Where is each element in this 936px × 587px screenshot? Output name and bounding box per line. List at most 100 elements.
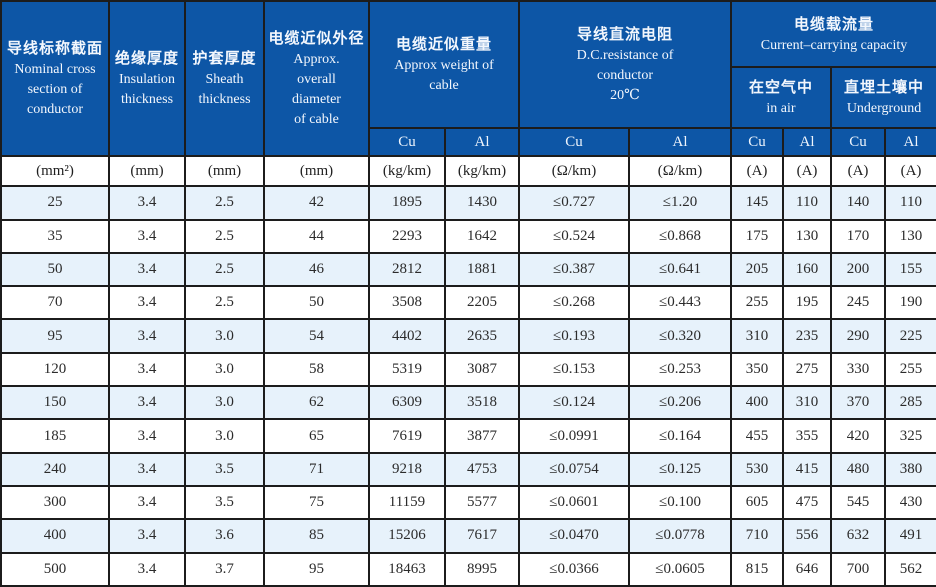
unit-cell: (Ω/km) [628, 154, 732, 188]
header-nominal-cross-section: 导线标称截面 Nominal cross section of conducto… [0, 0, 110, 157]
cell: 605 [730, 484, 784, 521]
units-row: (mm²) (mm) (mm) (mm) (kg/km) (kg/km) (Ω/… [0, 154, 936, 188]
cell: 3877 [444, 418, 520, 454]
cell: 85 [263, 518, 370, 554]
cell: ≤0.206 [628, 385, 732, 421]
cell: ≤0.0470 [518, 518, 630, 554]
cell: 3.4 [108, 285, 186, 321]
cell: 3.4 [108, 418, 186, 454]
table-row: 70 3.4 2.5 50 3508 2205 ≤0.268 ≤0.443 255 195 245 1… [0, 285, 936, 321]
header-sheath-en: Sheath thickness [198, 72, 251, 107]
cell: 3.0 [184, 385, 265, 421]
cell: 350 [730, 351, 784, 388]
unit-cell: (kg/km) [368, 154, 446, 188]
cell: 11159 [368, 484, 446, 521]
header-capacity-en: Current–carrying capacity [760, 37, 908, 53]
cell: 195 [782, 285, 832, 321]
cell: 235 [782, 318, 832, 354]
cell: 3.4 [108, 484, 186, 521]
cell: 255 [730, 285, 784, 321]
cell: 3.5 [184, 451, 265, 487]
cell: 415 [782, 451, 832, 487]
cell: 120 [0, 351, 110, 388]
cell: ≤0.0754 [518, 451, 630, 487]
table-body: 25 3.4 2.5 42 1895 1430 ≤0.727 ≤1.20 145 110 140 11… [0, 185, 936, 587]
header-diameter-en: Approx. overall diameter of cable [292, 52, 341, 127]
cell: 9218 [368, 451, 446, 487]
cell: 2635 [444, 318, 520, 354]
cell: 65 [263, 418, 370, 454]
table-row: 500 3.4 3.7 95 18463 8995 ≤0.0366 ≤0.0605 815 646… [0, 551, 936, 587]
header-underground-zh: 直埋土壤中 [844, 78, 925, 96]
cell: 3.0 [184, 418, 265, 454]
cell: 2293 [368, 218, 446, 254]
cell: 1430 [444, 185, 520, 221]
cell: 491 [883, 518, 936, 554]
unit-cell: (mm) [184, 154, 265, 188]
cell: 35 [0, 218, 110, 254]
table-row: 185 3.4 3.0 65 7619 3877 ≤0.0991 ≤0.164 455 355 42… [0, 418, 936, 454]
cell: 3.4 [108, 218, 186, 254]
cell: 480 [830, 451, 886, 487]
cell: 2.5 [184, 218, 265, 254]
cell: 325 [883, 418, 936, 454]
cell: 400 [0, 518, 110, 554]
cell: 1881 [444, 251, 520, 288]
cell: 240 [0, 451, 110, 487]
cell: 18463 [368, 551, 446, 587]
cell: 500 [0, 551, 110, 587]
cell: 75 [263, 484, 370, 521]
cell: 475 [782, 484, 832, 521]
cell: 3.4 [108, 251, 186, 288]
header-sheath-zh: 护套厚度 [192, 49, 257, 67]
cell: 275 [782, 351, 832, 388]
cell: 330 [830, 351, 886, 388]
cell: 2.5 [184, 285, 265, 321]
cell: 2.5 [184, 185, 265, 221]
header-insulation-thickness: 绝缘厚度 Insulation thickness [108, 0, 186, 157]
cell: 3.5 [184, 484, 265, 521]
cell: 3508 [368, 285, 446, 321]
cell: 255 [883, 351, 936, 388]
header-dc-resistance: 导线直流电阻 D.C.resistance of conductor 20℃ [518, 0, 732, 129]
header-diameter-zh: 电缆近似外径 [268, 29, 365, 47]
header-nominal-zh: 导线标称截面 [6, 39, 103, 57]
cell: 110 [883, 185, 936, 221]
cell: ≤0.268 [518, 285, 630, 321]
subheader-weight-al: Al [444, 127, 520, 157]
cell: 50 [263, 285, 370, 321]
cell: 25 [0, 185, 110, 221]
unit-cell: (Ω/km) [518, 154, 630, 188]
cell: 54 [263, 318, 370, 354]
subheader-underground-al: Al [883, 127, 936, 157]
table-row: 25 3.4 2.5 42 1895 1430 ≤0.727 ≤1.20 145 110 140 11… [0, 185, 936, 221]
header-resistance-temp: 20℃ [610, 88, 640, 103]
cell: 150 [0, 385, 110, 421]
cell: ≤0.153 [518, 351, 630, 388]
table-row: 120 3.4 3.0 58 5319 3087 ≤0.153 ≤0.253 350 275 330… [0, 351, 936, 388]
cell: 4402 [368, 318, 446, 354]
cell: 632 [830, 518, 886, 554]
cell: ≤0.164 [628, 418, 732, 454]
cell: ≤0.387 [518, 251, 630, 288]
header-underground-en: Underground [846, 101, 922, 116]
unit-cell: (A) [883, 154, 936, 188]
cell: 646 [782, 551, 832, 587]
cell: 3.4 [108, 385, 186, 421]
cell: 430 [883, 484, 936, 521]
cell: 3.0 [184, 318, 265, 354]
cell: 400 [730, 385, 784, 421]
cell: 700 [830, 551, 886, 587]
header-current-carrying-capacity: 电缆载流量 Current–carrying capacity [729, 0, 936, 68]
cell: 815 [730, 551, 784, 587]
cell: 710 [730, 518, 784, 554]
cell: 155 [883, 251, 936, 288]
table-row: 50 3.4 2.5 46 2812 1881 ≤0.387 ≤0.641 205 160 200 1… [0, 251, 936, 288]
header-resistance-en: D.C.resistance of conductor [576, 48, 674, 83]
cell: ≤0.0366 [518, 551, 630, 587]
cell: 8995 [444, 551, 520, 587]
cell: 562 [883, 551, 936, 587]
cell: ≤0.524 [518, 218, 630, 254]
cell: 145 [730, 185, 784, 221]
